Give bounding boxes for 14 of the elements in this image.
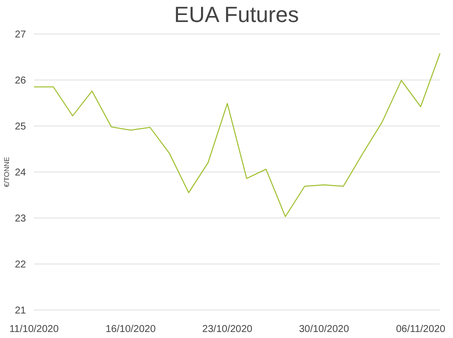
y-tick-label: 26 — [14, 76, 26, 86]
line-series — [34, 52, 440, 218]
y-tick-label: 21 — [14, 306, 26, 316]
x-tick-label: 06/11/2020 — [396, 324, 446, 335]
x-tick-label: 16/10/2020 — [106, 324, 156, 335]
y-tick-label: 27 — [14, 30, 26, 40]
y-tick-label: 24 — [14, 168, 26, 178]
y-tick-label: 25 — [14, 122, 26, 132]
x-tick-label: 30/10/2020 — [298, 324, 350, 335]
y-tick-label: 22 — [14, 260, 26, 270]
y-tick-label: 23 — [14, 214, 26, 224]
x-tick-label: 11/10/2020 — [9, 324, 60, 335]
x-tick-label: 23/10/2020 — [202, 324, 253, 335]
chart-title: EUA Futures — [174, 2, 299, 27]
